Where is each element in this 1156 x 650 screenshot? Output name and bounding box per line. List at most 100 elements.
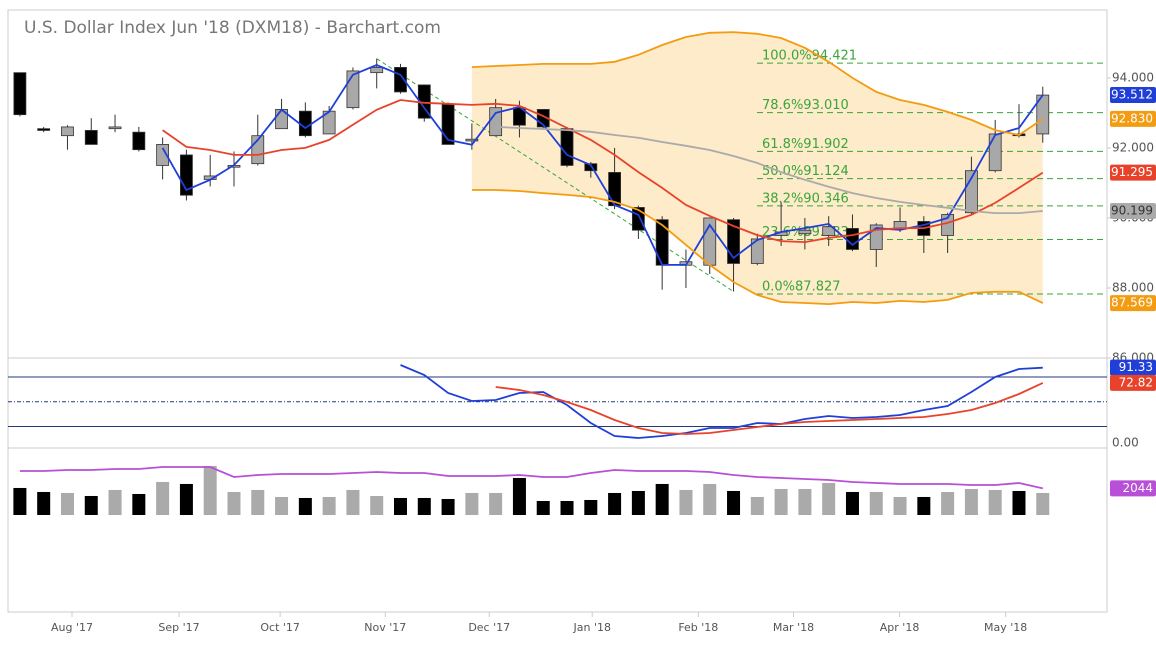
- end-tag: [1110, 87, 1156, 104]
- volume-bar: [1036, 492, 1050, 515]
- end-tag-label: 72.82: [1119, 375, 1153, 389]
- x-tick-label: Apr '18: [880, 621, 920, 634]
- volume-bar: [1012, 490, 1026, 515]
- x-tick-label: Jan '18: [572, 621, 610, 634]
- volume-bar: [275, 496, 289, 515]
- candle-body: [988, 133, 1002, 172]
- fib-label: 50.0%91.124: [762, 164, 849, 179]
- volume-bar: [60, 492, 74, 515]
- volume-average: [19, 466, 1043, 490]
- volume-bar: [893, 496, 907, 515]
- volume-bar: [917, 496, 931, 515]
- volume-bar: [679, 489, 693, 515]
- indicator-line: [471, 189, 1044, 306]
- volume-bar: [489, 492, 503, 515]
- volume-bar: [631, 490, 645, 515]
- end-tag-label: 91.295: [1111, 165, 1153, 179]
- candle-body: [655, 219, 669, 266]
- y-tick-label: 94.000: [1112, 70, 1154, 84]
- volume-bar: [560, 500, 574, 515]
- end-tag-label: 87.569: [1111, 296, 1153, 310]
- x-tick-label: Aug '17: [51, 621, 93, 634]
- end-tag: [1110, 374, 1156, 391]
- volume-bar: [655, 483, 669, 515]
- candle-body: [37, 128, 51, 131]
- volume-bar: [608, 492, 622, 515]
- frame: [7, 9, 1108, 613]
- volume-bar: [322, 496, 336, 515]
- candle-body: [846, 228, 859, 250]
- stochastic-line: [400, 364, 1043, 439]
- y-tick-label: 88.000: [1112, 280, 1154, 294]
- volume-bar: [251, 489, 265, 515]
- candle-body: [156, 144, 170, 166]
- end-tag: [1110, 110, 1156, 127]
- candle-body: [798, 229, 812, 235]
- chart-title: U.S. Dollar Index Jun '18 (DXM18) - Barc…: [24, 18, 441, 38]
- end-tag-label: 2044: [1122, 481, 1153, 495]
- fib-label: 61.8%91.902: [762, 137, 849, 152]
- end-tag: [1110, 202, 1156, 219]
- candle-body: [61, 126, 74, 137]
- indicator-line: [162, 99, 1044, 244]
- indicator-line: [495, 126, 1043, 214]
- end-tag-label: 90.199: [1111, 203, 1153, 217]
- volume-bar: [845, 491, 859, 515]
- x-tick-label: Dec '17: [468, 621, 510, 634]
- candle-body: [370, 67, 384, 74]
- end-tag-label: 92.830: [1111, 111, 1153, 125]
- volume-bar: [203, 465, 217, 515]
- y-tick-label: 92.000: [1112, 140, 1154, 154]
- volume-bar: [774, 488, 788, 515]
- volume-bar: [512, 477, 526, 515]
- candle-body: [346, 70, 360, 109]
- candle-body: [560, 128, 574, 166]
- volume-bar: [298, 497, 312, 515]
- candle-body: [750, 238, 764, 264]
- fib-label: 0.0%87.827: [762, 280, 841, 295]
- candle-body: [584, 163, 598, 172]
- volume-bar: [727, 490, 741, 515]
- volume-bar: [465, 492, 479, 515]
- volume-bar: [798, 488, 812, 515]
- volume-bar: [441, 498, 455, 515]
- volume-bar: [584, 499, 598, 515]
- fib-label: 38.2%90.346: [762, 191, 849, 206]
- candle-body: [132, 131, 146, 151]
- volume-bar: [964, 488, 978, 515]
- candle-body: [465, 138, 479, 142]
- volume-bar: [822, 482, 836, 515]
- x-tick-label: Mar '18: [773, 621, 814, 634]
- volume-bar: [941, 491, 955, 515]
- volume-bar: [108, 489, 122, 515]
- candle-body: [965, 170, 978, 214]
- indicator-line: [161, 64, 1044, 266]
- end-tag: [1110, 164, 1156, 181]
- x-tick-label: Sep '17: [158, 621, 199, 634]
- candle-body: [298, 110, 312, 137]
- volume-bar: [703, 483, 717, 515]
- indicator-line: [471, 31, 1044, 136]
- x-tick-label: Oct '17: [260, 621, 300, 634]
- volume-bar: [750, 496, 764, 515]
- y-tick-label: 0.00: [1112, 436, 1139, 450]
- candle-body: [822, 226, 836, 236]
- volume-bar: [346, 489, 360, 515]
- volume-bar: [156, 481, 170, 515]
- volume-bar: [417, 497, 431, 515]
- x-tick-label: Feb '18: [678, 621, 718, 634]
- x-tick-label: May '18: [984, 621, 1027, 634]
- candle-body: [13, 72, 27, 116]
- end-tag-label: 91.33: [1119, 360, 1153, 374]
- end-tag: [1110, 295, 1156, 312]
- volume-bar: [370, 495, 384, 515]
- stochastic-line: [495, 382, 1044, 435]
- candle-body: [108, 126, 122, 130]
- volume-bar: [394, 497, 407, 515]
- end-tag: [1110, 480, 1156, 497]
- fib-label: 78.6%93.010: [762, 98, 849, 113]
- candle-body: [84, 130, 98, 145]
- volume-bar: [132, 493, 146, 515]
- x-tick-label: Nov '17: [364, 621, 406, 634]
